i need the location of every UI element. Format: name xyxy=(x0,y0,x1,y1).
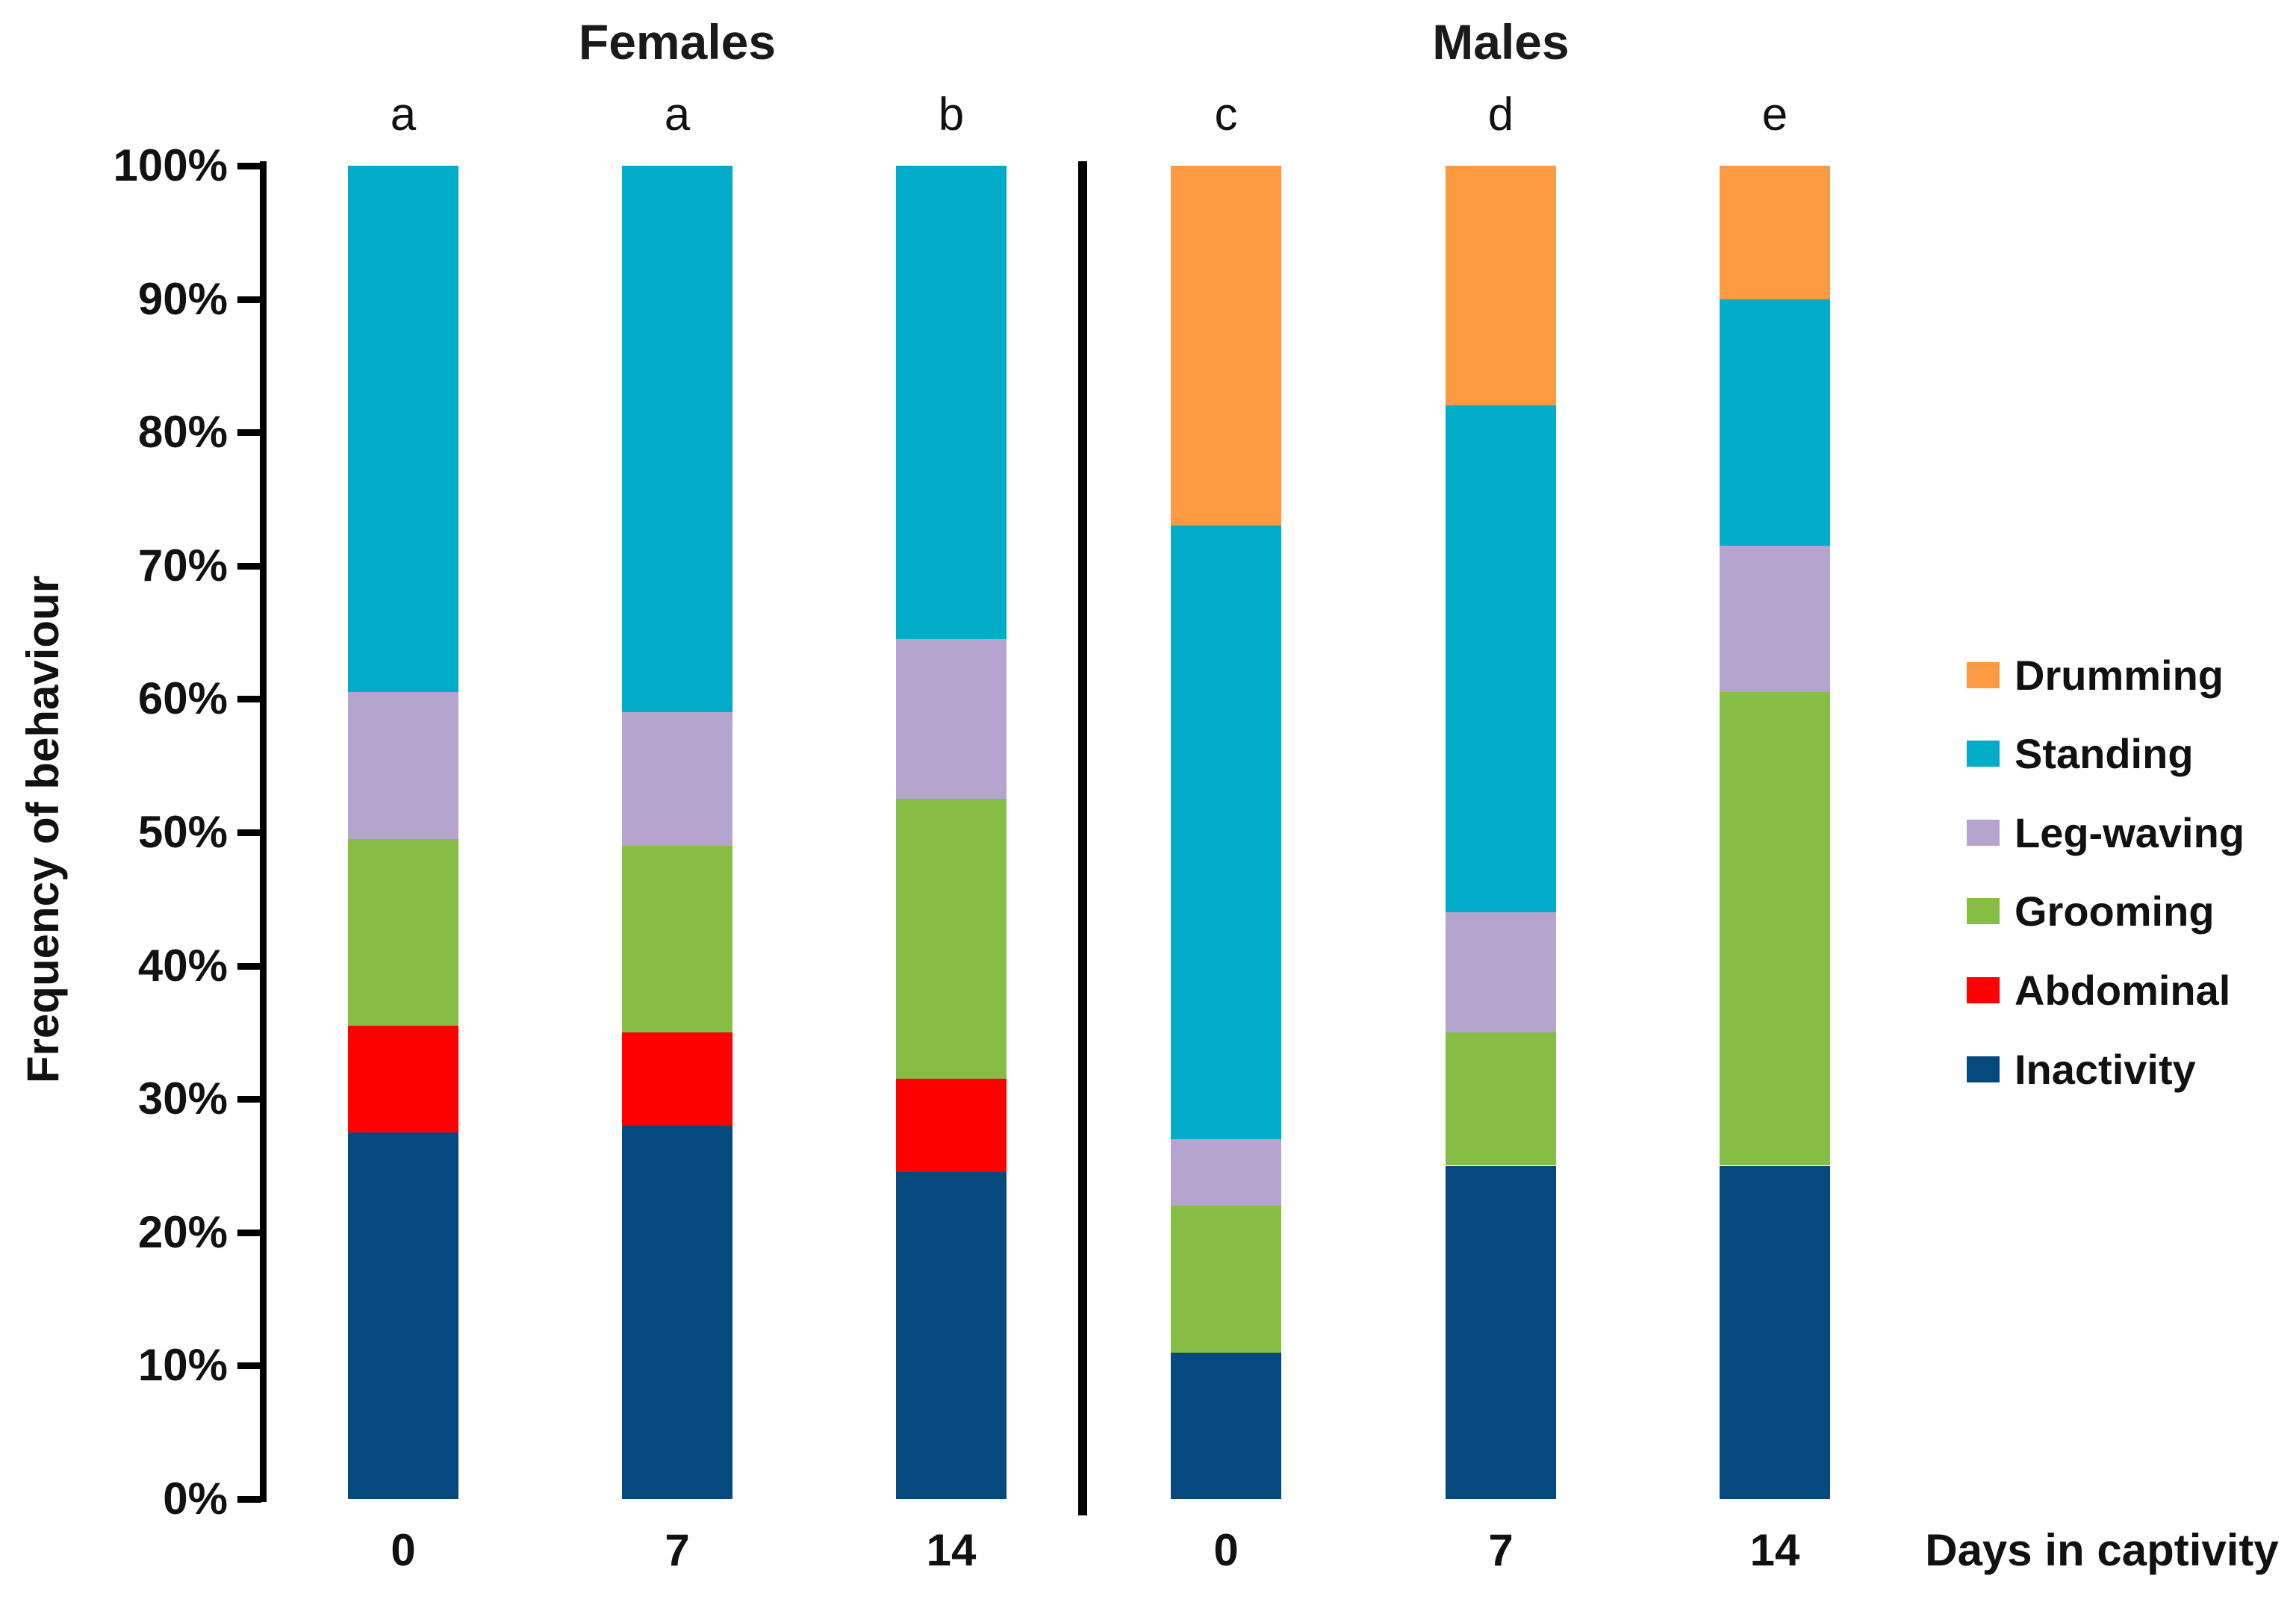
y-tick-mark xyxy=(237,562,261,570)
bar-segment-standing xyxy=(1446,405,1556,913)
y-tick-mark xyxy=(237,1229,261,1236)
significance-letter: e xyxy=(1761,89,1788,140)
bar-segment-inactivity xyxy=(348,1132,458,1499)
x-tick-label: 0 xyxy=(1213,1525,1239,1575)
y-tick-label: 50% xyxy=(137,807,228,857)
bar-segment-standing xyxy=(1171,526,1281,1139)
y-tick-mark xyxy=(237,1496,261,1503)
legend-swatch-inactivity xyxy=(1967,1056,2000,1082)
bar-segment-inactivity xyxy=(1720,1165,1830,1499)
legend-item-grooming: Grooming xyxy=(1967,872,2215,951)
y-tick-label: 40% xyxy=(137,940,228,991)
y-tick-mark xyxy=(237,1362,261,1370)
bar-segment-standing xyxy=(622,166,732,713)
legend-swatch-drumming xyxy=(1967,661,2000,688)
bar-segment-leg-waving xyxy=(348,692,458,839)
y-tick-label: 60% xyxy=(137,673,228,724)
y-tick-label: 0% xyxy=(163,1474,228,1524)
group-title-females: Females xyxy=(578,14,777,69)
y-tick-mark xyxy=(237,829,261,836)
legend-item-leg-waving: Leg-waving xyxy=(1967,793,2244,872)
legend-item-abdominal: Abdominal xyxy=(1967,950,2230,1029)
y-tick-label: 30% xyxy=(137,1073,228,1124)
significance-letter: a xyxy=(390,89,417,140)
bar-segment-leg-waving xyxy=(896,639,1007,800)
bar-segment-grooming xyxy=(1446,1032,1556,1166)
legend-label: Abdominal xyxy=(2015,966,2231,1014)
group-title-males: Males xyxy=(1432,14,1569,69)
bar-segment-grooming xyxy=(622,845,732,1032)
bar-segment-inactivity xyxy=(896,1172,1007,1499)
bar-segment-grooming xyxy=(1171,1206,1281,1353)
bar-segment-drumming xyxy=(1720,166,1830,299)
bar-segment-abdominal xyxy=(348,1025,458,1132)
bar-segment-standing xyxy=(348,166,458,693)
y-tick-label: 10% xyxy=(137,1340,228,1391)
significance-letter: b xyxy=(938,89,965,140)
legend-label: Drumming xyxy=(2015,651,2224,699)
bar-segment-inactivity xyxy=(1171,1352,1281,1499)
bar-segment-leg-waving xyxy=(622,712,732,846)
y-tick-mark xyxy=(237,296,261,303)
legend-swatch-leg-waving xyxy=(1967,819,2000,846)
x-tick-label: 7 xyxy=(1488,1525,1513,1575)
bar-segment-abdominal xyxy=(896,1079,1007,1173)
y-tick-label: 70% xyxy=(137,540,228,590)
bar-segment-grooming xyxy=(1720,692,1830,1166)
female-male-separator-line xyxy=(1078,161,1087,1515)
bar-segment-inactivity xyxy=(622,1125,732,1499)
bar-segment-leg-waving xyxy=(1720,546,1830,693)
x-tick-label: 14 xyxy=(1749,1525,1800,1575)
legend-swatch-abdominal xyxy=(1967,976,2000,1003)
bar-segment-grooming xyxy=(348,838,458,1026)
legend-item-inactivity: Inactivity xyxy=(1967,1029,2196,1109)
bar-segment-standing xyxy=(1720,299,1830,546)
y-tick-label: 90% xyxy=(137,273,228,324)
legend-label: Grooming xyxy=(2015,888,2215,935)
bar-segment-drumming xyxy=(1171,166,1281,526)
y-tick-mark xyxy=(237,429,261,437)
y-axis-title: Frequency of behaviour xyxy=(18,575,68,1084)
bar-segment-leg-waving xyxy=(1446,912,1556,1032)
bar-segment-drumming xyxy=(1446,166,1556,406)
legend-label: Inactivity xyxy=(2015,1045,2196,1093)
bar-segment-standing xyxy=(896,166,1007,640)
legend-label: Leg-waving xyxy=(2015,808,2245,856)
y-tick-label: 100% xyxy=(113,140,228,190)
x-tick-label: 0 xyxy=(391,1525,416,1575)
significance-letter: a xyxy=(664,89,691,140)
bar-segment-grooming xyxy=(896,799,1007,1079)
legend-label: Standing xyxy=(2015,730,2194,778)
bar-segment-inactivity xyxy=(1446,1165,1556,1499)
significance-letter: c xyxy=(1214,89,1238,140)
legend-item-drumming: Drumming xyxy=(1967,635,2224,714)
significance-letter: d xyxy=(1487,89,1514,140)
x-tick-label: 14 xyxy=(926,1525,977,1575)
legend-swatch-grooming xyxy=(1967,898,2000,925)
x-tick-label: 7 xyxy=(665,1525,690,1575)
bar-segment-leg-waving xyxy=(1171,1138,1281,1206)
y-tick-label: 20% xyxy=(137,1206,228,1257)
y-tick-mark xyxy=(237,1096,261,1103)
y-tick-label: 80% xyxy=(137,407,228,458)
y-tick-mark xyxy=(237,696,261,703)
y-tick-mark xyxy=(237,962,261,970)
bar-segment-abdominal xyxy=(622,1032,732,1126)
y-axis-line xyxy=(260,161,267,1502)
y-tick-mark xyxy=(237,163,261,169)
legend-item-standing: Standing xyxy=(1967,714,2194,794)
x-axis-title: Days in captivity xyxy=(1925,1525,2279,1575)
legend-swatch-standing xyxy=(1967,741,2000,767)
